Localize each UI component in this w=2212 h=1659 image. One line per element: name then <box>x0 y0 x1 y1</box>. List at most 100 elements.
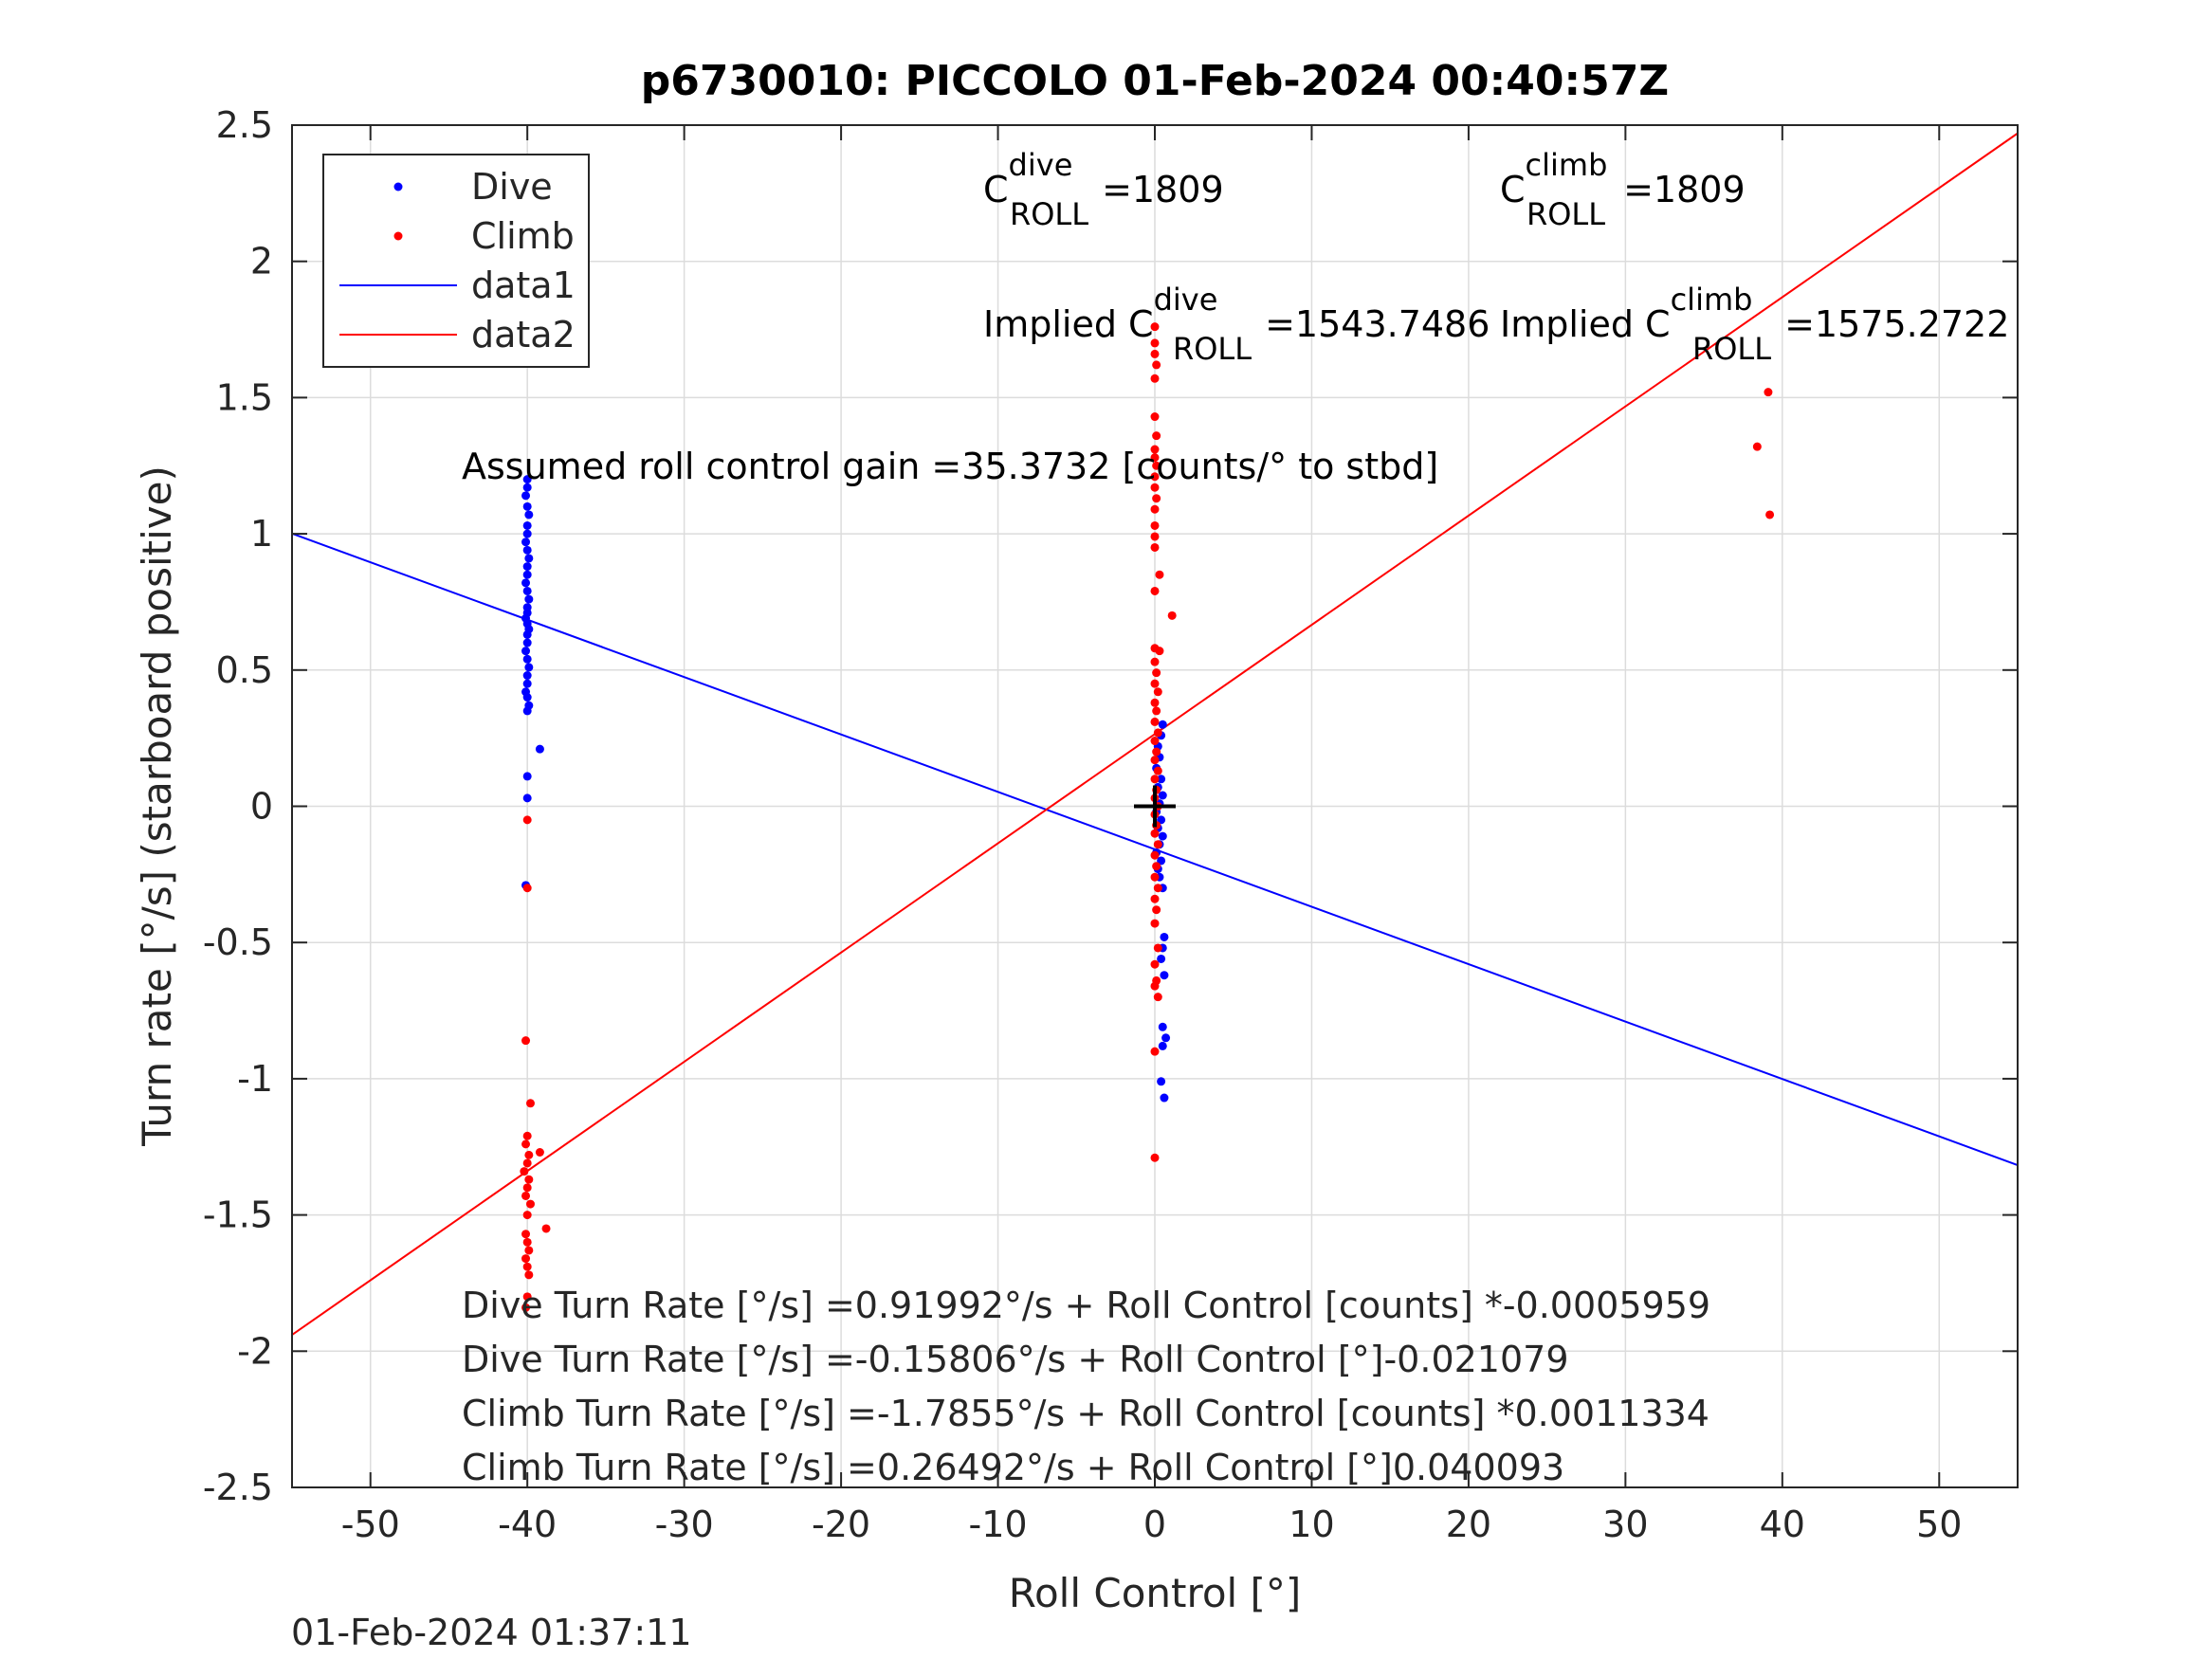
y-axis-label: Turn rate [°/s] (starboard positive) <box>134 465 180 1147</box>
dive-point <box>521 647 531 656</box>
y-tick-label: -1.5 <box>203 1194 273 1236</box>
fit-equations: Dive Turn Rate [°/s] =0.91992°/s + Roll … <box>462 1285 1710 1488</box>
legend-marker <box>393 182 403 191</box>
climb-point <box>1150 532 1160 541</box>
climb-point <box>1150 756 1160 765</box>
climb-point <box>1155 647 1164 656</box>
x-tick-label: 30 <box>1602 1504 1648 1545</box>
climb-point <box>524 1246 534 1255</box>
climb-point <box>522 1158 532 1168</box>
climb-point <box>1150 445 1160 454</box>
dive-point <box>522 475 532 484</box>
climb-point <box>1152 905 1161 915</box>
implied-c-climb-annotation: Implied Cclimb ROLL =1575.2722 <box>1500 282 2009 367</box>
climb-point <box>1150 349 1160 358</box>
climb-point <box>521 1230 531 1239</box>
climb-point <box>521 1254 531 1264</box>
data-points <box>520 322 1775 1312</box>
dive-point <box>522 772 532 781</box>
x-tick-label: 40 <box>1760 1504 1805 1545</box>
fit-equation: Dive Turn Rate [°/s] =0.91992°/s + Roll … <box>462 1285 1710 1326</box>
climb-point <box>1150 679 1160 688</box>
dive-point <box>522 520 532 530</box>
x-tick-label: -40 <box>498 1504 557 1545</box>
dive-point <box>1160 1093 1169 1103</box>
climb-point <box>1153 993 1162 1002</box>
dive-point <box>522 570 532 579</box>
climb-point <box>522 1211 532 1220</box>
x-tick-label: 10 <box>1289 1504 1334 1545</box>
y-tick-label: -2 <box>237 1330 273 1372</box>
dive-point <box>1158 1041 1167 1050</box>
dive-point <box>522 501 532 511</box>
dive-point <box>522 638 532 647</box>
legend-label: data1 <box>471 264 576 306</box>
climb-point <box>1153 766 1162 775</box>
x-tick-label: 20 <box>1446 1504 1491 1545</box>
climb-point <box>1150 586 1160 595</box>
dive-point <box>1157 954 1166 963</box>
axis-ticks <box>292 124 2018 1488</box>
climb-point <box>521 1303 531 1312</box>
y-tick-label: 2.5 <box>216 104 273 146</box>
y-tick-label: -1 <box>237 1058 273 1100</box>
x-tick-label: -30 <box>655 1504 714 1545</box>
legend-label: Dive <box>471 166 553 208</box>
dive-point <box>522 629 532 639</box>
y-tick-label: 2 <box>250 241 273 283</box>
dive-point <box>524 554 534 563</box>
climb-point <box>522 1237 532 1247</box>
climb-point <box>1150 737 1160 746</box>
dive-point <box>1157 775 1166 784</box>
climb-point <box>1150 338 1160 348</box>
climb-point <box>521 1191 531 1200</box>
dive-point <box>522 545 532 555</box>
legend-label: Climb <box>471 215 575 257</box>
dive-point <box>522 706 532 716</box>
climb-point <box>1150 483 1160 492</box>
y-tick-label: 0.5 <box>216 649 273 691</box>
climb-point <box>1150 1047 1160 1056</box>
fit-equation: Climb Turn Rate [°/s] =-1.7855°/s + Roll… <box>462 1393 1709 1434</box>
climb-point <box>541 1224 551 1233</box>
y-tick-label: 1 <box>250 513 273 555</box>
climb-point <box>524 1175 534 1184</box>
climb-point <box>1152 668 1161 678</box>
climb-point <box>1150 374 1160 383</box>
climb-point <box>1150 542 1160 552</box>
dive-point <box>524 510 534 520</box>
y-tick-label: 1.5 <box>216 376 273 418</box>
climb-point <box>524 1270 534 1280</box>
dive-point <box>521 538 531 547</box>
climb-point <box>1153 943 1162 953</box>
implied-c-dive-annotation: Implied Cdive ROLL =1543.7486 <box>983 282 1490 367</box>
x-tick-label: -50 <box>341 1504 400 1545</box>
climb-point <box>1152 747 1161 757</box>
dive-point <box>535 744 544 754</box>
climb-point <box>1152 706 1161 716</box>
x-axis-label: Roll Control [°] <box>1009 1570 1302 1616</box>
climb-point <box>1152 461 1161 470</box>
dive-point <box>522 693 532 702</box>
climb-point <box>525 1099 535 1108</box>
climb-point <box>522 1292 532 1302</box>
climb-point <box>520 1167 529 1176</box>
climb-point <box>521 1036 531 1046</box>
climb-point <box>1153 728 1162 738</box>
climb-point <box>1765 510 1775 520</box>
dive-point <box>522 483 532 492</box>
dive-point <box>1158 720 1167 729</box>
origin-cross-marker <box>1134 785 1176 828</box>
chart-title: p6730010: PICCOLO 01-Feb-2024 00:40:57Z <box>641 57 1669 105</box>
climb-point <box>522 1262 532 1271</box>
c-dive-annotation: Cdive ROLL =1809 <box>983 147 1224 232</box>
dive-point <box>1158 1022 1167 1031</box>
climb-point <box>1150 872 1160 882</box>
climb-point <box>1764 388 1773 397</box>
climb-point <box>1150 981 1160 991</box>
climb-point <box>1150 1153 1160 1162</box>
climb-point <box>1752 442 1762 451</box>
climb-point <box>535 1147 544 1157</box>
x-tick-labels: -50 -40 -30 -20 -10 0 10 20 30 40 50 <box>341 1504 1963 1545</box>
climb-point <box>1150 520 1160 530</box>
